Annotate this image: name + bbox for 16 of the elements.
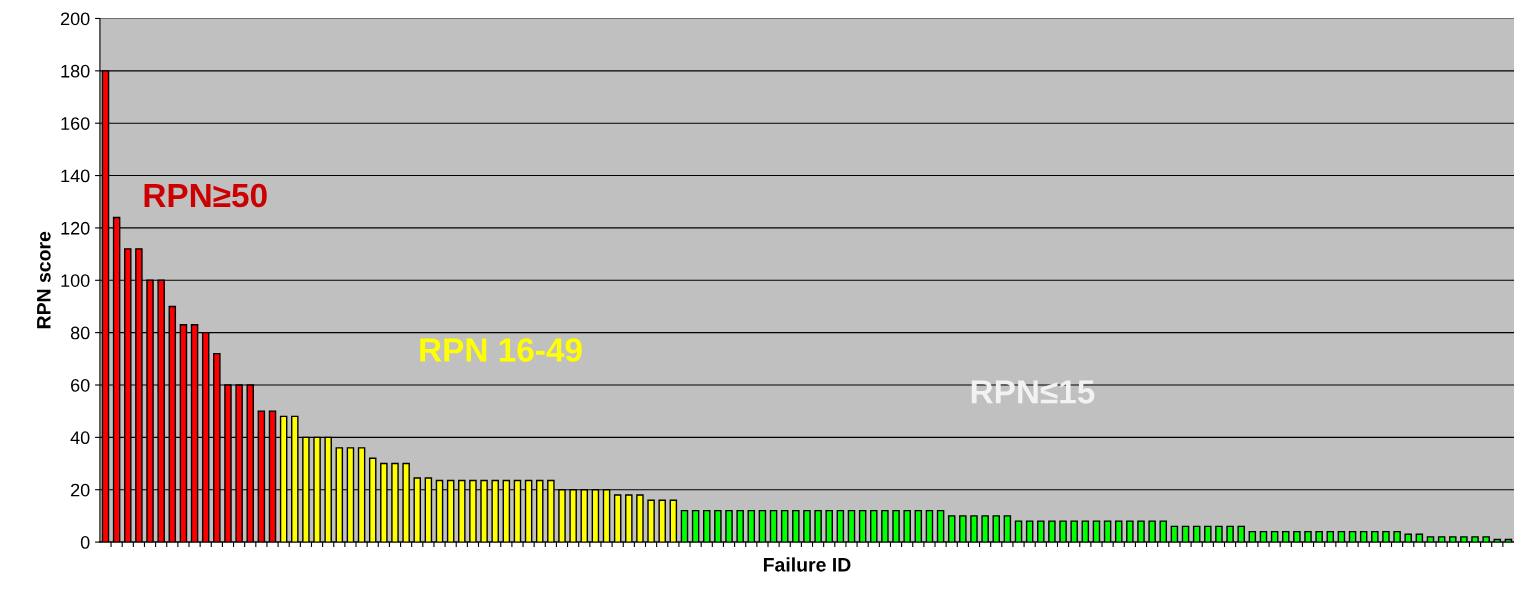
y-tick-label: 80 — [70, 326, 90, 340]
y-tick-label: 60 — [71, 378, 90, 392]
y-tick-label: 0 — [80, 536, 90, 549]
y-tick-label: 100 — [61, 274, 90, 287]
y-tick-label: 160 — [61, 117, 90, 130]
y-tick-label: 40 — [70, 431, 90, 445]
y-tick-label: 120 — [61, 221, 90, 235]
annotation: RPN≤15 — [971, 380, 1095, 404]
x-axis-title: Failure ID — [763, 557, 851, 572]
y-tick-label: 180 — [61, 64, 90, 78]
y-axis-title: RPN score — [37, 231, 51, 329]
annotation: RPN 16-49 — [420, 338, 582, 362]
y-tick-label: 140 — [61, 169, 90, 183]
annotation: RPN≥50 — [144, 183, 267, 208]
y-tick-label: 20 — [71, 483, 90, 497]
y-tick-label: 200 — [60, 12, 90, 26]
